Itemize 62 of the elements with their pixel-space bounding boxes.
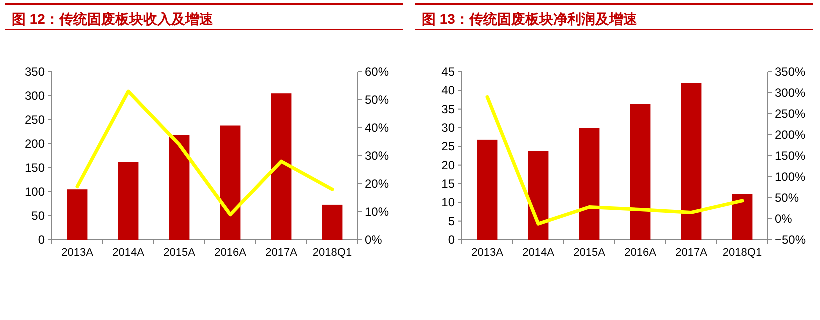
y2-tick-label: 10% xyxy=(365,205,390,219)
bar xyxy=(271,94,292,240)
y2-tick-label: 20% xyxy=(365,177,390,191)
bar xyxy=(681,83,702,240)
bar xyxy=(67,190,88,240)
y-tick-label: 20 xyxy=(442,158,456,172)
y2-tick-label: 50% xyxy=(775,191,800,205)
x-tick-label: 2018Q1 xyxy=(312,247,352,259)
bar xyxy=(630,104,651,240)
bar xyxy=(220,126,241,240)
y-tick-label: 50 xyxy=(32,209,46,223)
x-tick-label: 2016A xyxy=(624,247,658,259)
y2-tick-label: 50% xyxy=(365,93,390,107)
y2-tick-label: 0% xyxy=(365,233,383,247)
chart-title: 图 12：传统固废板块收入及增速 xyxy=(12,11,214,27)
bar xyxy=(732,194,753,240)
y-tick-label: 200 xyxy=(24,137,46,151)
y-tick-label: 10 xyxy=(442,196,456,210)
y2-tick-label: 60% xyxy=(365,65,390,79)
x-tick-label: 2015A xyxy=(574,247,606,259)
x-tick-label: 2017A xyxy=(266,247,298,259)
y-tick-label: 150 xyxy=(24,161,46,175)
y-tick-label: 45 xyxy=(442,65,456,79)
x-tick-label: 2014A xyxy=(522,247,556,259)
y-tick-label: 5 xyxy=(448,214,456,228)
bar xyxy=(528,151,549,240)
y2-tick-label: 300% xyxy=(775,86,806,100)
bar xyxy=(322,204,343,240)
x-tick-label: 2014A xyxy=(112,247,146,259)
x-tick-label: 2017A xyxy=(676,247,708,259)
y2-tick-label: 350% xyxy=(775,65,806,79)
y2-tick-label: 30% xyxy=(365,149,390,163)
x-tick-label: 2013A xyxy=(62,247,94,259)
y-tick-label: 0 xyxy=(448,233,456,247)
bar xyxy=(579,128,600,240)
y-tick-label: 350 xyxy=(24,65,46,79)
y2-tick-label: 40% xyxy=(365,121,390,135)
x-tick-label: 2015A xyxy=(164,247,196,259)
y-tick-label: 40 xyxy=(442,84,456,98)
y-tick-label: 300 xyxy=(24,89,46,103)
y-tick-label: 30 xyxy=(442,121,456,135)
y-tick-label: 250 xyxy=(24,113,46,127)
y2-tick-label: 150% xyxy=(775,149,806,163)
y-tick-label: 100 xyxy=(24,185,46,199)
line-series xyxy=(76,90,334,217)
x-tick-label: 2013A xyxy=(472,247,504,259)
bar xyxy=(477,140,498,240)
y2-tick-label: −50% xyxy=(775,233,806,247)
y2-tick-label: 0% xyxy=(775,212,793,226)
bar xyxy=(118,162,139,240)
y2-tick-label: 250% xyxy=(775,107,806,121)
chart-title: 图 13：传统固废板块净利润及增速 xyxy=(422,11,638,27)
y2-tick-label: 200% xyxy=(775,128,806,142)
x-tick-label: 2016A xyxy=(214,247,248,259)
y-tick-label: 35 xyxy=(442,102,456,116)
x-tick-label: 2018Q1 xyxy=(722,247,762,259)
y2-tick-label: 100% xyxy=(775,170,806,184)
y-tick-label: 0 xyxy=(38,233,46,247)
line-series xyxy=(486,95,744,226)
y-tick-label: 25 xyxy=(442,140,456,154)
y-tick-label: 15 xyxy=(442,177,456,191)
bar xyxy=(169,135,190,240)
